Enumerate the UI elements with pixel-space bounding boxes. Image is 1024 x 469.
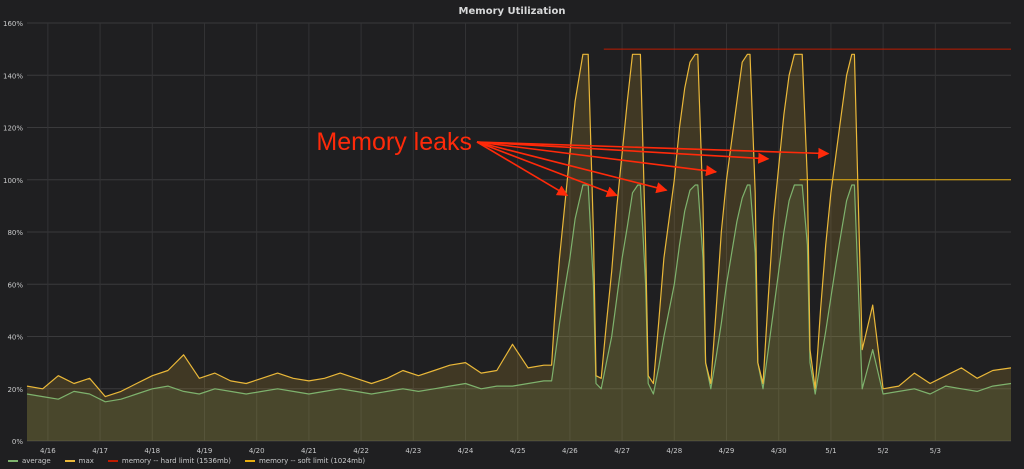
series-area-max xyxy=(27,54,1011,442)
y-tick-label: 100% xyxy=(3,177,23,185)
annotation-arrow xyxy=(476,141,668,194)
x-tick-label: 4/17 xyxy=(92,447,108,455)
y-tick-label: 40% xyxy=(7,334,23,342)
legend-swatch xyxy=(244,460,255,462)
x-tick-label: 4/21 xyxy=(301,447,317,455)
legend-label: max xyxy=(78,457,94,465)
x-tick-label: 5/3 xyxy=(930,447,941,455)
x-tick-label: 4/16 xyxy=(40,447,56,455)
legend-label: memory -- soft limit (1024mb) xyxy=(258,457,366,465)
annotation-arrow xyxy=(476,141,718,177)
x-tick-label: 5/2 xyxy=(877,447,888,455)
legend-swatch xyxy=(8,460,18,462)
annotation-arrow xyxy=(476,141,830,159)
legend-swatch xyxy=(107,460,118,462)
legend-label: average xyxy=(22,457,51,465)
x-tick-label: 4/22 xyxy=(353,447,369,455)
x-tick-label: 4/25 xyxy=(510,447,526,455)
x-tick-label: 4/24 xyxy=(458,447,474,455)
legend-item-memory-hard-limit-1536mb[interactable]: memory -- hard limit (1536mb) xyxy=(107,457,231,465)
legend: average max memory -- hard limit (1536mb) m… xyxy=(8,455,365,467)
x-tick-label: 4/28 xyxy=(666,447,682,455)
x-tick-label: 4/30 xyxy=(771,447,787,455)
x-tick-label: 4/26 xyxy=(562,447,578,455)
legend-item-average[interactable]: average xyxy=(8,457,51,465)
x-tick-label: 4/20 xyxy=(249,447,265,455)
y-tick-label: 120% xyxy=(3,125,23,133)
x-tick-label: 4/23 xyxy=(405,447,421,455)
y-tick-label: 0% xyxy=(12,438,23,446)
chart-title: Memory Utilization xyxy=(458,6,566,17)
x-tick-label: 4/19 xyxy=(197,447,213,455)
y-tick-label: 60% xyxy=(7,281,23,289)
annotation-memory-leaks: Memory leaks xyxy=(316,128,472,156)
series-line-max xyxy=(26,53,1012,398)
annotation-arrow xyxy=(476,141,569,197)
legend-item-max[interactable]: max xyxy=(64,457,94,465)
x-tick-label: 5/1 xyxy=(825,447,836,455)
y-tick-label: 160% xyxy=(3,20,23,28)
x-tick-label: 4/18 xyxy=(144,447,160,455)
annotation-arrow xyxy=(476,141,770,164)
x-tick-label: 4/27 xyxy=(614,447,630,455)
x-tick-label: 4/29 xyxy=(719,447,735,455)
legend-item-memory-soft-limit-1024mb[interactable]: memory -- soft limit (1024mb) xyxy=(244,457,366,465)
annotation-arrow xyxy=(476,141,618,198)
y-tick-label: 20% xyxy=(7,386,23,394)
y-tick-label: 140% xyxy=(3,72,23,80)
legend-label: memory -- hard limit (1536mb) xyxy=(121,457,231,465)
legend-swatch xyxy=(64,460,75,462)
y-tick-label: 80% xyxy=(7,229,23,237)
